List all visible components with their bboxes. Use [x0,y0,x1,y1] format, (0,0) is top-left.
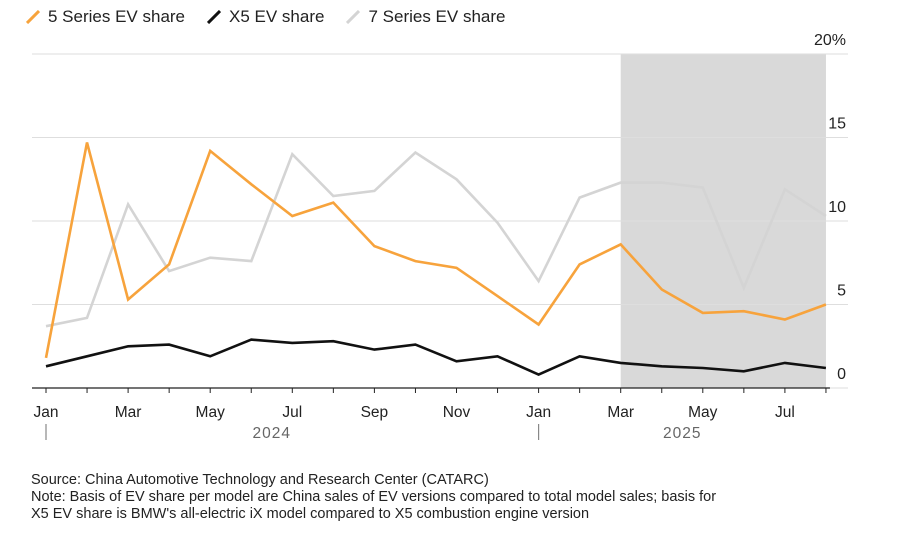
y-tick-label: 5 [837,283,846,300]
series-line-x5-ev-share [45,338,827,377]
legend-label: X5 EV share [229,7,325,26]
x-tick-label: Sep [361,404,389,421]
note-text-line2: X5 EV share is BMW's all-electric iX mod… [31,506,590,522]
series-lines [44,142,827,377]
line-chart: Jan Mar May Jul Sep Nov Jan Mar May Jul 2024 2025 0… [32,32,848,442]
y-tick-label: 20% [814,32,846,49]
x-tick-label: Mar [115,404,142,421]
x-tick-label: Jan [34,404,59,421]
footnote: Source: China Automotive Technology and … [31,472,881,523]
x-axis: Jan Mar May Jul Sep Nov Jan Mar May Jul 2024 2025 [32,387,830,442]
legend-item: 7 Series EV share [346,7,505,27]
y-tick-label: 10 [828,199,846,216]
y-tick-label: 0 [837,366,846,383]
legend: 5 Series EV share X5 EV share 7 Series EV … [26,4,527,30]
note-text-line1: Note: Basis of EV share per model are Ch… [31,489,717,505]
y-axis-labels: 0 5 10 15 20% [814,32,846,383]
x-tick-label: May [688,404,718,421]
x-tick-label: Jul [775,404,795,421]
x-tick-label: Mar [607,404,634,421]
x-tick-label: Nov [443,404,471,421]
x-tick-label: Jan [526,404,551,421]
legend-label: 7 Series EV share [368,7,506,26]
legend-label: 5 Series EV share [48,7,186,26]
x-tick-label: May [196,404,226,421]
legend-item: X5 EV share [207,7,324,27]
source-text: Source: China Automotive Technology and … [31,472,489,488]
legend-item: 5 Series EV share [26,7,185,27]
year-label: 2024 [253,425,291,442]
legend-swatch [207,10,222,24]
legend-swatch [26,10,40,24]
series-line-5-series-ev-share [44,142,827,359]
series-line-7-series-ev-share [45,150,827,328]
year-label: 2025 [663,425,701,442]
x-tick-label: Jul [282,404,302,421]
legend-swatch [346,10,361,24]
y-tick-label: 15 [828,116,846,133]
